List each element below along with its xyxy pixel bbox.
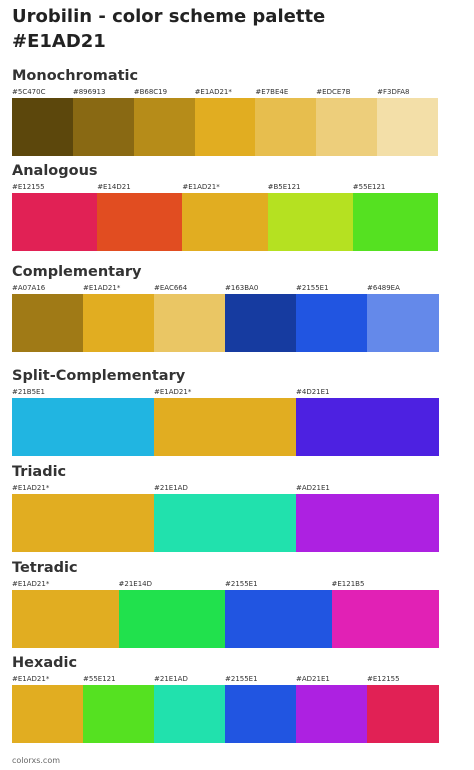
section-heading: Hexadic bbox=[12, 655, 78, 671]
swatch bbox=[83, 294, 155, 352]
swatch-label: #E1AD21* bbox=[182, 183, 220, 191]
swatch-label: #2155E1 bbox=[225, 580, 258, 588]
swatch-label: #6489EA bbox=[367, 284, 400, 292]
swatch bbox=[225, 685, 297, 743]
swatch bbox=[267, 193, 354, 251]
swatch bbox=[296, 685, 368, 743]
swatch bbox=[154, 294, 226, 352]
swatch-label: #EAC664 bbox=[154, 284, 188, 292]
swatch-label: #E121B5 bbox=[331, 580, 365, 588]
swatch bbox=[154, 685, 226, 743]
swatch-label: #A07A16 bbox=[12, 284, 46, 292]
swatch bbox=[194, 98, 256, 156]
swatch-label: #E1AD21* bbox=[12, 675, 50, 683]
swatch-label: #AD21E1 bbox=[296, 675, 330, 683]
swatch-label: #896913 bbox=[72, 88, 106, 96]
swatch bbox=[331, 590, 439, 648]
section-heading: Analogous bbox=[12, 163, 98, 179]
swatch-label: #F3DFA8 bbox=[377, 88, 410, 96]
swatch bbox=[12, 294, 84, 352]
swatch-label: #4D21E1 bbox=[296, 388, 330, 396]
section-heading: Triadic bbox=[12, 464, 67, 480]
swatch-label: #E12155 bbox=[367, 675, 400, 683]
swatch-label: #E7BE4E bbox=[255, 88, 289, 96]
section-heading: Complementary bbox=[12, 264, 142, 280]
swatch bbox=[367, 294, 439, 352]
swatch bbox=[12, 494, 155, 552]
swatch-label: #55E121 bbox=[83, 675, 116, 683]
swatch bbox=[316, 98, 378, 156]
swatch-label: #55E121 bbox=[352, 183, 386, 191]
swatch-label: #5C470C bbox=[12, 88, 46, 96]
footer: colorxs.com bbox=[12, 756, 61, 765]
swatch bbox=[133, 98, 196, 156]
swatch bbox=[296, 494, 439, 552]
subtitle: #E1AD21 bbox=[12, 31, 106, 52]
swatch bbox=[83, 685, 155, 743]
section-heading: Split-Complementary bbox=[12, 368, 186, 384]
section-heading: Tetradic bbox=[12, 560, 78, 576]
swatch bbox=[377, 98, 439, 156]
swatch-label: #E12155 bbox=[12, 183, 45, 191]
swatch bbox=[12, 98, 74, 156]
swatch bbox=[12, 685, 84, 743]
swatch bbox=[154, 494, 297, 552]
swatch-label: #AD21E1 bbox=[296, 484, 330, 492]
swatch bbox=[12, 193, 98, 251]
swatch-label: #21E1AD bbox=[154, 675, 188, 683]
swatch bbox=[97, 193, 183, 251]
swatch-label: #21B5E1 bbox=[12, 388, 45, 396]
swatch bbox=[296, 294, 368, 352]
swatch bbox=[118, 590, 226, 648]
swatch bbox=[225, 294, 297, 352]
swatch-label: #E1AD21* bbox=[194, 88, 232, 96]
swatch-label: #E14D21 bbox=[97, 183, 131, 191]
swatch bbox=[296, 398, 439, 456]
swatch-label: #E1AD21* bbox=[83, 284, 121, 292]
swatch bbox=[225, 590, 332, 648]
swatch-label: #163BA0 bbox=[225, 284, 259, 292]
swatch bbox=[352, 193, 439, 251]
swatch-label: #2155E1 bbox=[296, 284, 329, 292]
swatch bbox=[12, 398, 155, 456]
swatch-label: #E1AD21* bbox=[12, 580, 50, 588]
swatch-label: #2155E1 bbox=[225, 675, 258, 683]
swatch bbox=[12, 590, 119, 648]
swatch-label: #B68C19 bbox=[133, 88, 168, 96]
swatch-label: #21E1AD bbox=[154, 484, 188, 492]
title: Urobilin - color scheme palette bbox=[12, 6, 326, 27]
swatch bbox=[367, 685, 439, 743]
swatch bbox=[72, 98, 135, 156]
section-heading: Monochromatic bbox=[12, 68, 139, 84]
swatch-label: #21E14D bbox=[118, 580, 153, 588]
swatch-label: #B5E121 bbox=[267, 183, 301, 191]
swatch-label: #E1AD21* bbox=[154, 388, 192, 396]
swatch-label: #EDCE7B bbox=[316, 88, 351, 96]
swatch bbox=[182, 193, 269, 251]
swatch-label: #E1AD21* bbox=[12, 484, 50, 492]
swatch bbox=[255, 98, 317, 156]
swatch bbox=[154, 398, 297, 456]
